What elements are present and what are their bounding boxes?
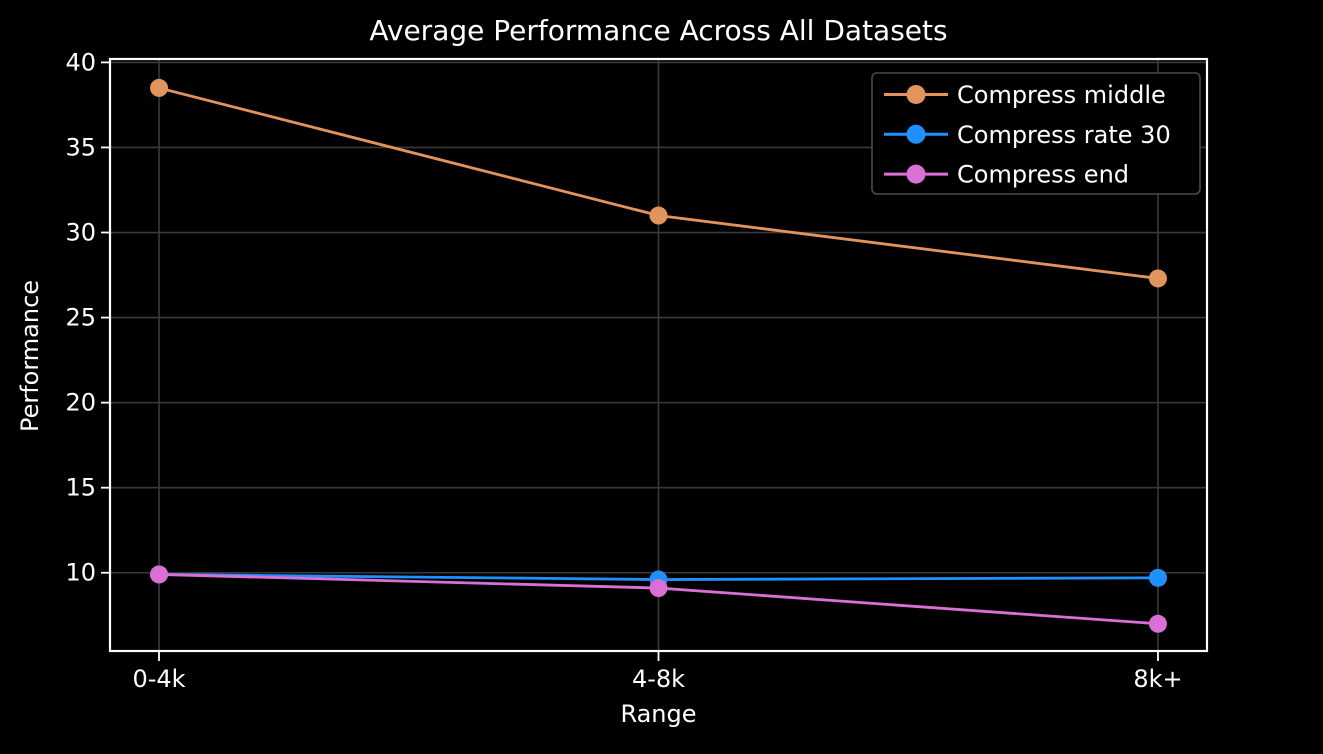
ytick-label-25: 25	[65, 304, 96, 332]
legend-item-compress-rate-30: Compress rate 30	[884, 121, 1171, 149]
axes-group: 10 15 20 25 30 35 40 0-4k 4-8k 8k+	[65, 48, 1209, 693]
series-point-compress-end-2	[1148, 614, 1167, 633]
x-axis-label: Range	[620, 700, 697, 728]
series-point-compress-end-0	[150, 565, 169, 584]
series-point-compress-middle-2	[1148, 269, 1167, 288]
legend-label-compress-middle: Compress middle	[957, 81, 1166, 109]
legend-marker-compress-end	[906, 164, 926, 184]
xtick-label-8k-: 8k+	[1133, 665, 1182, 693]
legend-item-compress-middle: Compress middle	[884, 81, 1166, 109]
series-point-compress-middle-0	[150, 78, 169, 97]
series-point-compress-end-1	[649, 579, 668, 598]
ytick-label-10: 10	[65, 559, 96, 587]
legend-item-compress-end: Compress end	[884, 161, 1129, 189]
chart-title: Average Performance Across All Datasets	[369, 14, 948, 47]
legend-label-compress-end: Compress end	[957, 161, 1129, 189]
legend-group: Compress middle Compress rate 30 Compress …	[871, 72, 1201, 195]
legend-label-compress-rate-30: Compress rate 30	[957, 121, 1171, 149]
y-axis-label: Performance	[16, 279, 44, 433]
ytick-label-20: 20	[65, 389, 96, 417]
series-point-compress-rate-30-2	[1148, 568, 1167, 587]
legend-marker-compress-middle	[906, 85, 926, 104]
series-point-compress-middle-1	[649, 206, 668, 225]
grid-group	[110, 59, 1207, 651]
legend-box	[871, 72, 1201, 195]
xtick-label-0-4k: 0-4k	[132, 665, 185, 693]
xtick-label-4-8k: 4-8k	[632, 665, 685, 693]
ytick-label-30: 30	[65, 219, 96, 247]
ytick-label-35: 35	[65, 133, 96, 161]
series-group	[150, 78, 1167, 633]
legend-marker-compress-rate-30	[906, 124, 926, 144]
ytick-label-15: 15	[65, 474, 96, 502]
ytick-label-40: 40	[65, 48, 96, 76]
